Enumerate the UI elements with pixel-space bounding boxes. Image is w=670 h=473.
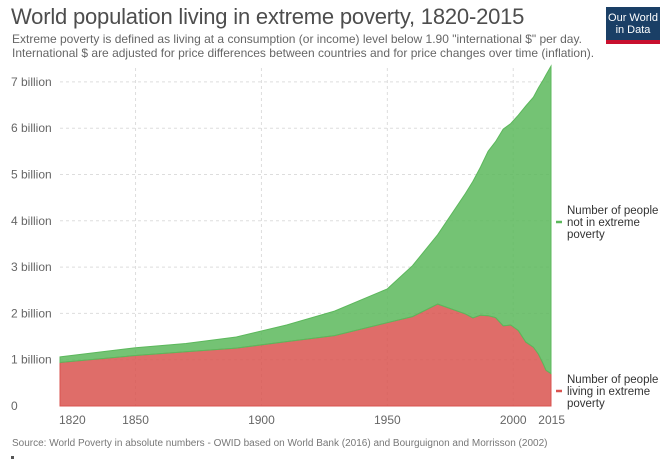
x-tick-label: 2000 <box>500 413 527 427</box>
legend-label: poverty <box>567 398 605 410</box>
footer-dot <box>11 456 14 459</box>
y-tick-label: 5 billion <box>11 167 52 181</box>
y-tick-label: 2 billion <box>11 306 52 320</box>
legend-label: living in extreme <box>567 386 650 398</box>
x-tick-label: 1850 <box>122 413 149 427</box>
legend-label: Number of people <box>567 205 658 217</box>
legend-label: not in extreme <box>567 217 640 229</box>
owid-logo[interactable]: Our World in Data <box>606 7 660 44</box>
y-axis-ticks: 0 1 billion 2 billion 3 billion 4 billion 5 b… <box>11 75 52 413</box>
y-tick-label: 3 billion <box>11 260 52 274</box>
y-tick-label: 6 billion <box>11 121 52 135</box>
logo-line-2: in Data <box>615 24 651 36</box>
legend-label: poverty <box>567 229 605 241</box>
chart-areas <box>59 64 552 407</box>
source-note: Source: World Poverty in absolute number… <box>12 438 548 449</box>
x-axis-ticks: 1820 1850 1900 1950 2000 2015 <box>59 413 565 427</box>
x-tick-label: 1900 <box>248 413 275 427</box>
area-series-not-in-poverty[interactable] <box>59 64 552 375</box>
y-tick-label: 0 <box>11 399 18 413</box>
x-tick-label: 1820 <box>59 413 86 427</box>
logo-line-1: Our World <box>608 12 658 24</box>
x-tick-label: 2015 <box>538 413 565 427</box>
y-tick-label: 4 billion <box>11 214 52 228</box>
chart-title: World population living in extreme pover… <box>11 4 525 29</box>
x-tick-label: 1950 <box>374 413 401 427</box>
chart-subtitle-line-1: Extreme poverty is defined as living at … <box>12 32 582 46</box>
chart-subtitle-line-2: International $ are adjusted for price d… <box>12 46 595 60</box>
legend-label: Number of people <box>567 374 658 386</box>
y-tick-label: 7 billion <box>11 75 52 89</box>
y-tick-label: 1 billion <box>11 353 52 367</box>
